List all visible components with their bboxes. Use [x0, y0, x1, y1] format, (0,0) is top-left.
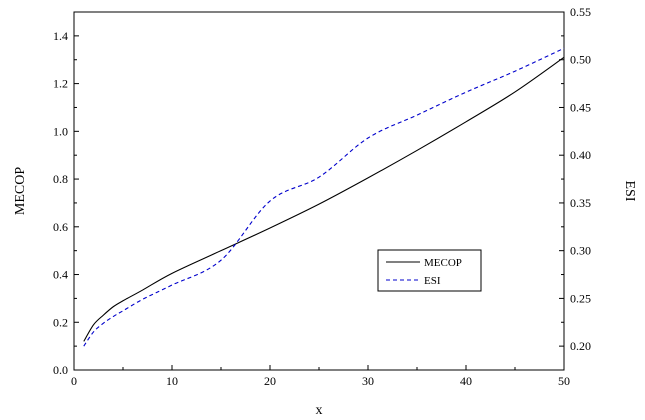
y-left-tick-label: 0.0: [53, 363, 68, 377]
x-tick-label: 20: [264, 374, 276, 388]
y-right-tick-label: 0.55: [570, 5, 591, 19]
y-right-tick-label: 0.30: [570, 244, 591, 258]
y-right-tick-label: 0.50: [570, 53, 591, 67]
legend-label-esi: ESI: [424, 275, 441, 287]
series-layer: [83, 47, 565, 347]
y-left-tick-label: 1.4: [53, 29, 68, 43]
y-left-tick-label: 0.6: [53, 220, 68, 234]
legend-label-mecop: MECOP: [424, 257, 462, 269]
y-right-tick-label: 0.45: [570, 100, 591, 114]
y-left-tick-label: 0.2: [53, 315, 68, 329]
x-tick-label: 40: [460, 374, 472, 388]
y-axis-left: 0.0 0.2 0.4 0.6 0.8 1.0 1.2 1.4: [53, 11, 79, 377]
x-axis-label: x: [316, 403, 323, 418]
y-axis-right: 0.20 0.25 0.30 0.35 0.40 0.45 0.50 0.55: [559, 5, 591, 353]
x-tick-label: 0: [71, 374, 77, 388]
plot-frame: [73, 11, 565, 371]
y-right-tick-label: 0.35: [570, 196, 591, 210]
x-tick-label: 10: [166, 374, 178, 388]
y-left-tick-label: 1.0: [53, 124, 68, 138]
legend-box: [377, 249, 482, 292]
y-right-tick-label: 0.25: [570, 291, 591, 305]
series-line-esi: [83, 47, 565, 347]
y-left-tick-label: 1.2: [53, 77, 68, 91]
y-left-tick-label: 0.8: [53, 172, 68, 186]
x-axis: 0 10 20 30 40 50: [71, 365, 570, 388]
plot-border: [73, 11, 565, 371]
x-tick-label: 30: [362, 374, 374, 388]
y-left-tick-label: 0.4: [53, 268, 68, 282]
y-right-tick-label: 0.20: [570, 339, 591, 353]
x-tick-label: 50: [558, 374, 570, 388]
y-axis-left-label: MECOP: [13, 167, 28, 215]
y-right-tick-label: 0.40: [570, 148, 591, 162]
y-axis-right-label: ESI: [622, 181, 637, 202]
legend: MECOP ESI: [377, 249, 482, 292]
series-line-mecop: [83, 56, 565, 342]
